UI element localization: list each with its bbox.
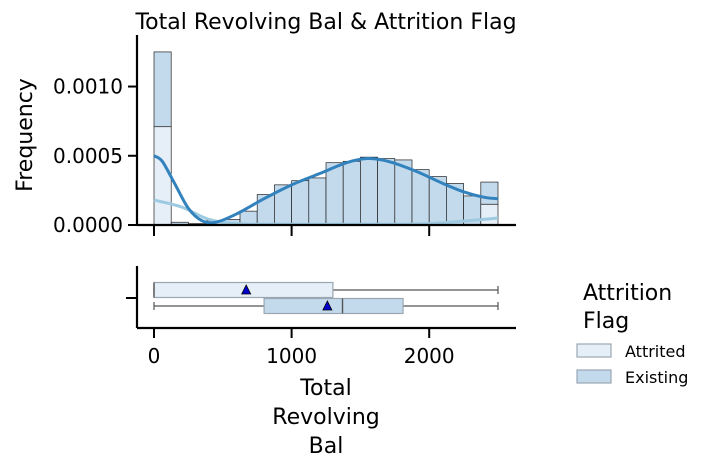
mean-marker — [322, 300, 333, 311]
x-axis-label: Total Revolving Bal — [272, 376, 379, 459]
boxplot-axes: 0 1000 2000 — [126, 266, 516, 368]
y-tick-label: 0.0005 — [53, 144, 123, 168]
legend-item-attrited: Attrited — [576, 342, 686, 361]
mean-marker — [241, 284, 252, 295]
hist-bar-existing-8 — [291, 180, 310, 226]
y-tick-label: 0.0000 — [53, 213, 123, 237]
legend-title: Attrition — [583, 281, 672, 306]
y-axis-label: Frequency — [13, 78, 38, 192]
hist-bar-existing-13 — [377, 158, 396, 226]
legend-label: Attrited — [625, 342, 686, 361]
hist-bar-existing-10 — [325, 162, 344, 226]
x-tick-label: 1000 — [266, 344, 317, 368]
histogram-axes: 0.0000 0.0005 0.0010 — [53, 35, 516, 237]
hist-bar-existing-11 — [342, 160, 361, 226]
legend-title: Flag — [583, 309, 629, 334]
x-axis-label-line: Revolving — [272, 405, 379, 430]
x-tick-label: 2000 — [404, 344, 455, 368]
hist-bar-existing-0 — [153, 51, 172, 128]
x-axis-label-line: Total — [299, 376, 351, 401]
x-tick-label: 0 — [148, 344, 161, 368]
hist-bar-attrited-0 — [153, 126, 172, 226]
hist-bar-existing-9 — [308, 177, 327, 226]
legend-swatch — [576, 343, 612, 358]
histogram-bars — [153, 51, 499, 226]
y-tick-label: 0.0010 — [53, 75, 123, 99]
legend-label: Existing — [625, 368, 688, 387]
legend-item-existing: Existing — [576, 368, 688, 387]
hist-bar-existing-15 — [411, 169, 430, 226]
boxplots — [153, 281, 499, 315]
chart-title: Total Revolving Bal & Attrition Flag — [134, 10, 516, 35]
kde-line-existing — [153, 154, 499, 225]
legend-swatch — [576, 369, 612, 384]
legend: Attrition Flag Attrited Existing — [576, 281, 688, 387]
hist-bar-existing-19 — [480, 181, 499, 205]
hist-bar-attrited-19 — [480, 203, 499, 226]
hist-bar-existing-12 — [360, 156, 378, 226]
boxplot-existing — [153, 297, 499, 315]
box — [263, 297, 404, 315]
x-axis-label-line: Bal — [309, 434, 344, 459]
boxplot-attrited — [153, 281, 499, 299]
